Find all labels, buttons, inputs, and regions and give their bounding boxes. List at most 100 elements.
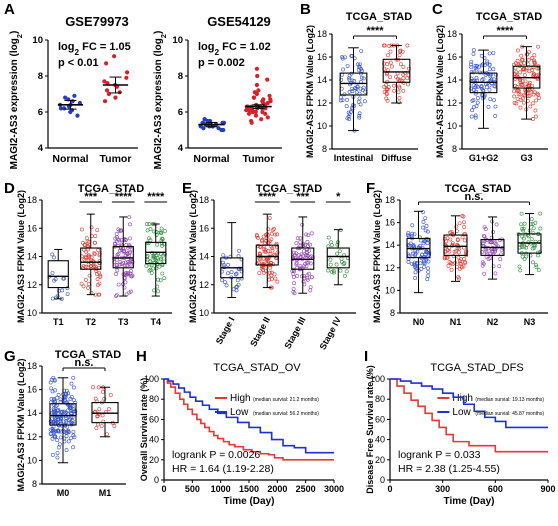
data-point <box>521 228 526 233</box>
data-point <box>273 253 278 258</box>
data-point <box>84 236 89 241</box>
chart-title: TCGA_STAD <box>78 183 144 195</box>
box-iqr <box>443 234 468 256</box>
data-point <box>145 257 150 262</box>
annotation: log2 FC = 1.05 <box>58 41 131 57</box>
data-point <box>397 85 402 90</box>
data-point <box>533 108 538 113</box>
y-tick-label: 20 <box>149 455 159 465</box>
data-point <box>125 260 130 264</box>
data-point <box>473 66 478 70</box>
y-tick-label: 12 <box>27 280 37 290</box>
data-point <box>531 226 536 231</box>
y-axis-label: MAGI2-AS3 FPKM Value (Log2) <box>372 190 382 323</box>
data-point <box>388 60 393 65</box>
data-point <box>398 48 403 53</box>
data-point <box>356 99 361 104</box>
data-point <box>75 113 80 118</box>
data-point <box>54 429 59 434</box>
data-point <box>125 272 130 277</box>
data-point <box>517 264 522 269</box>
data-point <box>412 232 417 237</box>
data-point <box>485 59 490 64</box>
data-point <box>338 95 343 100</box>
data-point <box>455 237 460 242</box>
data-point <box>52 408 56 413</box>
data-point <box>147 262 152 267</box>
data-point <box>97 270 102 275</box>
data-point <box>130 273 135 278</box>
data-point <box>394 74 399 79</box>
annotation: log2 FC = 1.02 <box>198 41 271 57</box>
data-point <box>152 288 157 293</box>
data-point <box>92 251 97 256</box>
data-point <box>493 271 498 276</box>
data-point <box>307 271 311 276</box>
data-point <box>477 64 482 69</box>
data-point <box>221 253 226 258</box>
data-point <box>413 270 418 275</box>
data-point <box>236 254 241 259</box>
data-point <box>269 237 274 242</box>
data-point <box>86 285 91 290</box>
data-point <box>104 61 109 66</box>
data-point <box>159 230 164 235</box>
data-point <box>484 249 489 254</box>
data-point <box>224 283 229 288</box>
data-point <box>480 263 485 268</box>
x-category-label: N2 <box>487 317 499 327</box>
data-point <box>95 277 100 282</box>
data-point <box>536 44 541 49</box>
data-point <box>300 222 305 227</box>
data-point <box>524 90 528 94</box>
data-point <box>52 397 57 402</box>
data-point <box>250 109 255 115</box>
data-point <box>70 409 75 414</box>
data-point <box>53 419 58 424</box>
y-axis-label: MAGI2-AS3 FPKM Value (Log2) <box>16 358 26 491</box>
data-point <box>421 259 426 264</box>
data-point <box>519 245 524 249</box>
data-point <box>72 435 77 440</box>
data-point <box>57 442 62 447</box>
data-point <box>83 277 88 282</box>
data-point <box>63 95 68 100</box>
data-point <box>50 271 55 275</box>
chart-title: TCGA_STAD <box>445 183 511 195</box>
chart-title: TCGA_STAD_OV <box>213 362 301 374</box>
data-point <box>87 254 92 259</box>
data-point <box>347 77 352 82</box>
y-axis-label: Overall Survival rate (%) <box>139 378 149 482</box>
data-point <box>512 100 517 105</box>
data-point <box>93 234 98 238</box>
data-point <box>256 88 261 93</box>
data-point <box>50 426 55 431</box>
data-point <box>343 55 348 60</box>
data-point <box>125 70 130 75</box>
data-point <box>71 445 75 450</box>
data-point <box>62 276 66 281</box>
legend-note: (median survial: 45.87 months) <box>475 411 544 417</box>
data-point <box>305 239 310 244</box>
data-point <box>226 262 230 267</box>
data-point <box>91 264 96 269</box>
data-point <box>275 250 280 255</box>
data-point <box>358 102 363 107</box>
data-point <box>520 96 525 101</box>
data-point <box>64 434 69 439</box>
data-point <box>126 271 130 275</box>
data-point <box>347 117 352 121</box>
data-point <box>337 249 342 254</box>
data-point <box>531 101 535 106</box>
data-point <box>155 242 160 247</box>
data-point <box>456 255 461 260</box>
data-point <box>128 271 133 276</box>
data-point <box>494 222 499 227</box>
data-point <box>349 87 354 92</box>
y-tick-label: 18 <box>27 361 37 371</box>
data-point <box>55 451 60 455</box>
data-point <box>489 77 494 82</box>
data-point <box>53 434 58 439</box>
data-point <box>471 51 476 56</box>
x-category-label: M1 <box>99 488 112 498</box>
